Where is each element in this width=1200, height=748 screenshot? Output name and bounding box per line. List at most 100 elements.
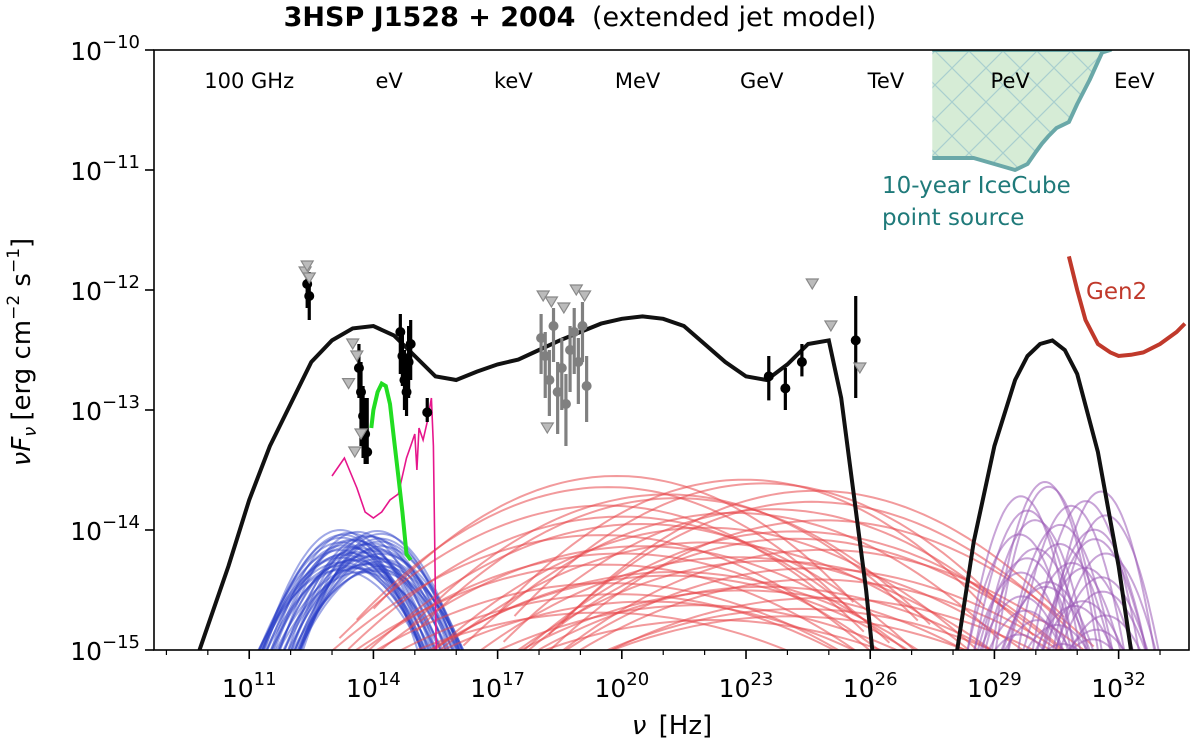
x-axis-unit: [Hz] <box>659 711 713 741</box>
gray-data-point <box>548 321 559 331</box>
neutrino-component-curve <box>1052 514 1160 650</box>
upper-limit-marker <box>341 378 356 390</box>
synchrotron-component-curve <box>283 543 447 650</box>
black-data-point <box>362 447 373 457</box>
black-data-point <box>780 383 791 394</box>
gray-data-point <box>560 399 571 409</box>
inverse-compton-component-curve <box>513 482 1007 617</box>
black-data-point <box>422 407 433 418</box>
y-axis-sub: ν <box>20 427 41 437</box>
upper-limit-marker <box>300 260 315 273</box>
plot-area <box>197 50 1187 650</box>
inverse-compton-component-curve <box>609 615 969 650</box>
gray-data-point <box>573 357 584 367</box>
upper-limit-marker <box>569 284 584 297</box>
black-data-point <box>763 371 774 382</box>
gray-data-point <box>577 321 588 331</box>
upper-limit-marker <box>536 290 551 303</box>
synchrotron-component-curve <box>270 558 438 650</box>
synchrotron-component-curve <box>265 566 433 650</box>
inverse-compton-component-curve <box>497 478 985 614</box>
gray-data-point <box>536 333 547 343</box>
synchrotron-component-curve <box>260 564 427 650</box>
upper-limit-marker <box>540 422 555 435</box>
icecube-sensitivity-band <box>932 50 1113 172</box>
black-data-point <box>304 291 315 301</box>
synchrotron-component-curve <box>277 570 445 650</box>
x-tick-label: 1029 <box>967 669 1022 703</box>
neutrino-component-curve <box>1017 504 1126 650</box>
neutrino-component-curve <box>994 485 1103 650</box>
upper-limit-marker <box>805 278 820 291</box>
neutrino-component-curve <box>1058 590 1147 650</box>
chart-title-model: (extended jet model) <box>592 2 876 33</box>
icecube-annotation-line1: 10-year IceCube <box>882 173 1071 199</box>
synchrotron-component-curve <box>298 529 456 650</box>
synchrotron-component-curve <box>262 528 419 650</box>
x-axis-symbol: ν <box>632 711 647 741</box>
gray-data-point <box>556 363 567 373</box>
y-axis-mid: s <box>7 273 37 295</box>
inverse-compton-component-curve <box>548 500 1069 636</box>
upper-limit-marker <box>544 296 559 309</box>
energy-label: TeV <box>867 69 905 93</box>
x-axis-ticks: 1011 1014 1017 1020 1023 1026 1029 1032 <box>165 650 1161 703</box>
y-axis-main: νF <box>7 436 37 467</box>
x-tick-label: 1026 <box>843 669 898 703</box>
y-tick-label: 10−11 <box>70 152 140 186</box>
upper-limit-marker <box>345 338 360 351</box>
energy-label: 100 GHz <box>204 69 294 93</box>
inverse-compton-component-curve <box>502 508 1035 643</box>
neutrino-component-curve <box>987 609 1064 650</box>
energy-label: MeV <box>615 69 661 93</box>
synchrotron-component-curve <box>287 562 454 650</box>
synchrotron-component-curve <box>273 539 435 650</box>
y-axis-unit: [erg cm <box>7 320 37 421</box>
neutrino-component-curve <box>1070 638 1115 650</box>
x-axis-title: ν [Hz] <box>632 711 712 741</box>
x-tick-label: 1011 <box>222 669 277 703</box>
synchrotron-component-curve <box>296 560 464 650</box>
neutrino-component-curve <box>973 571 1069 650</box>
inverse-compton-component-curve <box>347 515 891 650</box>
plot-frame <box>153 49 1190 651</box>
uv-optical-line <box>369 380 413 562</box>
inverse-compton-component-curve <box>331 534 871 650</box>
neutrino-component-curve <box>973 509 1082 650</box>
black-data-point <box>850 335 861 346</box>
synchrotron-component-curve <box>301 532 461 650</box>
synchrotron-component-curve <box>292 569 459 650</box>
y-axis-exp1: −2 <box>4 295 24 320</box>
gray-data-point <box>581 381 592 391</box>
upper-limit-marker <box>823 320 838 333</box>
neutrino-component-curve <box>981 519 1089 650</box>
neutrino-component-curve <box>990 480 1099 650</box>
y-axis-exp2: −1 <box>4 248 24 273</box>
neutrino-component-curve <box>993 633 1045 650</box>
gen2-annotation: Gen2 <box>1086 279 1147 305</box>
neutrino-components <box>966 480 1160 650</box>
inverse-compton-component-curve <box>548 519 1095 650</box>
energy-label: keV <box>494 69 533 93</box>
neutrino-component-curve <box>976 557 1078 650</box>
x-tick-label: 1014 <box>346 669 401 703</box>
gray-data-point <box>544 375 555 385</box>
synchrotron-component-curve <box>259 541 423 650</box>
inverse-compton-component-curve <box>372 474 855 610</box>
synchrotron-component-curve <box>293 549 459 650</box>
gray-data-point <box>552 387 563 397</box>
model-lines <box>197 255 1187 650</box>
synchrotron-component-curve <box>298 552 465 650</box>
y-tick-label: 10−13 <box>70 392 140 426</box>
synchrotron-component-curve <box>263 533 423 650</box>
energy-label: PeV <box>991 69 1031 93</box>
synchrotron-component-curve <box>258 561 425 650</box>
neutrino-component-curve <box>984 547 1087 650</box>
energy-label: eV <box>376 69 404 93</box>
synchrotron-component-curve <box>296 557 463 650</box>
x-tick-label: 1023 <box>719 669 774 703</box>
neutrino-component-curve <box>1041 600 1124 650</box>
x-tick-label: 1032 <box>1091 669 1146 703</box>
synchrotron-component-curve <box>299 537 461 650</box>
